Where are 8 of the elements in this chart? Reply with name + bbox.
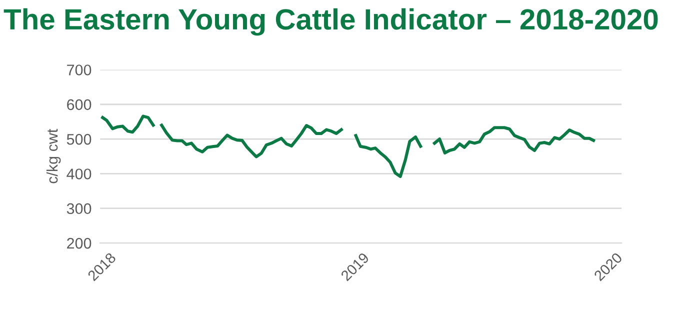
y-tick-label: 300 xyxy=(66,203,92,214)
y-tick-label: 700 xyxy=(67,64,92,76)
y-tick-label: 600 xyxy=(67,99,92,110)
y-axis-title: c/kg cwt xyxy=(46,128,61,184)
y-tick-label: 400 xyxy=(66,168,92,180)
chart-title: The Eastern Young Cattle Indicator – 2018-2020 xyxy=(4,8,658,36)
y-tick-label: 500 xyxy=(66,134,92,145)
y-tick-label: 200 xyxy=(67,238,92,249)
